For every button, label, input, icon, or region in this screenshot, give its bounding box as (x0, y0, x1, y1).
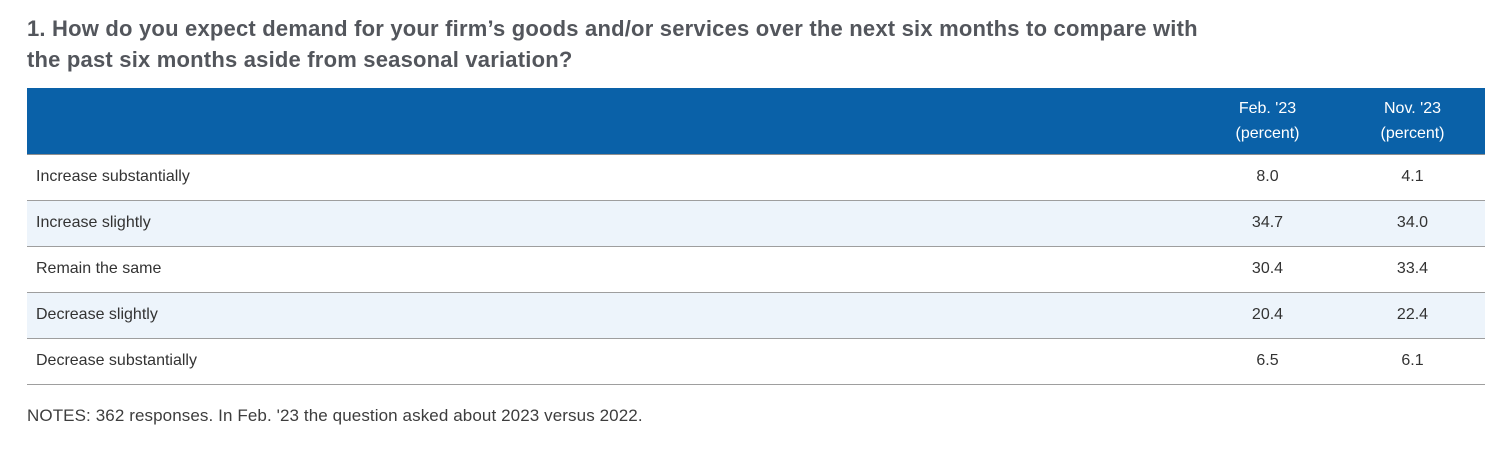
cell-nov-value: 6.1 (1340, 338, 1485, 385)
row-label: Increase substantially (27, 154, 1195, 201)
table-row: Decrease slightly 20.4 22.4 (27, 292, 1485, 339)
column-header-nov: Nov. '23 (percent) (1340, 88, 1485, 155)
response-column-header (27, 88, 1195, 155)
table-header-row: Feb. '23 (percent) Nov. '23 (percent) (27, 88, 1485, 155)
table-row: Increase slightly 34.7 34.0 (27, 200, 1485, 247)
cell-nov-value: 34.0 (1340, 200, 1485, 247)
cell-nov-value: 22.4 (1340, 292, 1485, 339)
row-label: Remain the same (27, 246, 1195, 293)
column-header-nov-unit: (percent) (1380, 124, 1445, 142)
table-row: Increase substantially 8.0 4.1 (27, 154, 1485, 201)
cell-feb-value: 20.4 (1195, 292, 1340, 339)
row-label: Increase slightly (27, 200, 1195, 247)
page-title: 1. How do you expect demand for your fir… (27, 13, 1485, 75)
row-label: Decrease slightly (27, 292, 1195, 339)
column-header-feb-unit: (percent) (1235, 124, 1300, 142)
notes-text: NOTES: 362 responses. In Feb. '23 the qu… (27, 405, 643, 425)
cell-feb-value: 6.5 (1195, 338, 1340, 385)
cell-feb-value: 34.7 (1195, 200, 1340, 247)
column-header-nov-period: Nov. '23 (1383, 99, 1441, 117)
column-header-feb-period: Feb. '23 (1238, 99, 1297, 117)
question-title-line-2: the past six months aside from seasonal … (27, 47, 573, 72)
results-table: Feb. '23 (percent) Nov. '23 (percent) In… (27, 88, 1485, 385)
cell-feb-value: 30.4 (1195, 246, 1340, 293)
cell-nov-value: 4.1 (1340, 154, 1485, 201)
question-title-line-1: 1. How do you expect demand for your fir… (27, 16, 1198, 41)
column-header-feb: Feb. '23 (percent) (1195, 88, 1340, 155)
row-label: Decrease substantially (27, 338, 1195, 385)
cell-feb-value: 8.0 (1195, 154, 1340, 201)
table-row: Remain the same 30.4 33.4 (27, 246, 1485, 293)
table-row: Decrease substantially 6.5 6.1 (27, 338, 1485, 385)
cell-nov-value: 33.4 (1340, 246, 1485, 293)
